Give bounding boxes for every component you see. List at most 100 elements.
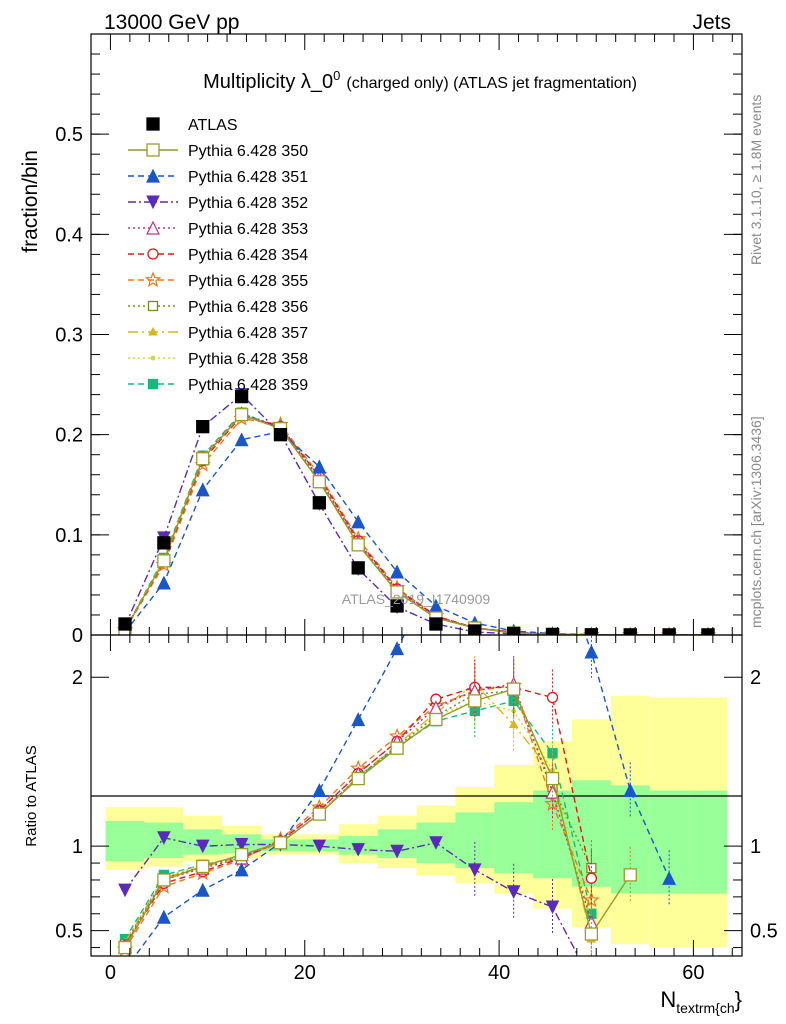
legend-entry-pythia-6-428-355: Pythia 6.428 355 [128,271,308,290]
ratio-ytick-label: 1 [72,836,83,858]
legend-label: Pythia 6.428 354 [188,247,308,264]
legend-label: ATLAS [188,117,238,134]
ratio-point [234,837,249,852]
main-ytick-label: 0.4 [55,224,83,246]
ratio-series-pythia-6-428-350 [118,661,637,956]
legend-label: Pythia 6.428 350 [188,143,308,160]
legend-label: Pythia 6.428 352 [188,195,308,212]
ratio-point [585,975,597,987]
legend-entry-pythia-6-428-356: Pythia 6.428 356 [128,299,308,316]
xtick-label: 40 [488,962,510,984]
ratio-point [468,694,482,708]
ratio-point [545,771,560,786]
legend-label: Pythia 6.428 351 [188,169,308,186]
ratio-point [507,682,521,696]
ratio-panel: 0.5 0.51 12 20 20 40 60 Ratio to ATLAS Ntextrm… [23,502,778,1016]
legend-entry-pythia-6-428-358: Pythia 6.428 358 [128,351,308,368]
data-point [312,496,326,510]
ratio-point [662,870,677,885]
legend-marker [147,378,159,390]
ratio-ytick-label-right: 2 [750,667,761,689]
ratio-point [157,873,171,887]
ratio-point [469,502,481,514]
data-point [157,554,171,568]
data-point [468,624,482,635]
series-line [124,393,708,635]
main-panel: Multiplicity λ_00 (charged only) (ATLAS j… [19,33,743,647]
ratio-point [119,964,131,976]
xtick-label: 60 [682,962,704,984]
side-mcplots: mcplots.cern.ch [arXiv:1306.3436] [748,416,764,628]
legend-marker [146,117,160,131]
ratio-point [623,868,637,882]
ratio-point [430,570,442,582]
data-point [390,564,405,579]
data-point [234,432,249,447]
ratio-point [429,712,443,727]
data-point [351,561,365,575]
legend-label: Pythia 6.428 359 [188,377,308,394]
legend-entry-pythia-6-428-350: Pythia 6.428 350 [128,143,308,160]
legend-entry-pythia-6-428-351: Pythia 6.428 351 [128,168,308,186]
data-point [195,482,210,497]
data-point [507,626,521,635]
ratio-ytick-label-right: 0.5 [750,921,778,943]
ratio-point [508,719,519,729]
ratio-point [118,883,132,898]
ratio-point [467,863,482,877]
ratio-point [118,940,132,955]
data-point [312,475,326,489]
ratio-point [351,843,366,857]
band-green [105,820,145,862]
header-left: 13000 GeV pp [104,11,239,34]
data-point [118,617,132,631]
ratio-ytick-label: 0.5 [55,921,83,943]
ratio-point [584,644,599,659]
legend-entry-pythia-6-428-359: Pythia 6.428 359 [128,377,308,394]
ratio-point [429,836,443,850]
chart-title: Multiplicity λ_00 (charged only) (ATLAS j… [203,68,637,93]
main-ylabel: fraction/bin [19,150,42,253]
ratio-point [351,712,366,727]
data-point [196,452,210,466]
data-point [234,389,249,404]
ratio-point [544,795,561,811]
main-ytick-label: 0.5 [55,124,83,146]
main-ytick-label: 0.3 [55,325,83,347]
data-point [234,407,249,422]
xaxis-label-sub: textrm{ch [676,1000,734,1016]
data-point [157,536,171,550]
xtick-label: 20 [294,962,316,984]
xaxis-label-tail: } [735,987,742,1012]
ratio-ytick-label: 2 [72,667,83,689]
legend-marker [148,326,158,336]
header-right: Jets [692,11,731,34]
ratio-point [195,882,210,897]
band-green [494,802,534,874]
ratio-point [234,862,249,877]
ratio-ytick-label-right: 1 [750,836,761,858]
legend-marker [146,195,160,210]
ratio-point [584,927,599,941]
ratio-point [623,783,638,798]
legend-entry-pythia-6-428-353: Pythia 6.428 353 [128,220,308,238]
ratio-point [196,859,210,874]
data-point [156,575,171,590]
legend-marker [147,300,159,312]
ratio-point [390,844,404,859]
data-point [273,428,288,442]
data-point [312,459,327,474]
legend-label: Pythia 6.428 356 [188,299,308,316]
ratio-point [312,783,327,798]
ratio-point [506,885,521,899]
main-ytick-label: 0 [72,625,83,647]
legend: ATLAS Pythia 6.428 350 Pythia 6.428 351 Pyt… [128,117,308,394]
ratio-point [312,839,327,854]
legend-label: Pythia 6.428 358 [188,351,308,368]
legend-marker [147,248,159,260]
data-point [390,585,404,599]
ratio-point [157,831,171,845]
ratio-point [273,836,288,850]
data-point [429,617,443,631]
